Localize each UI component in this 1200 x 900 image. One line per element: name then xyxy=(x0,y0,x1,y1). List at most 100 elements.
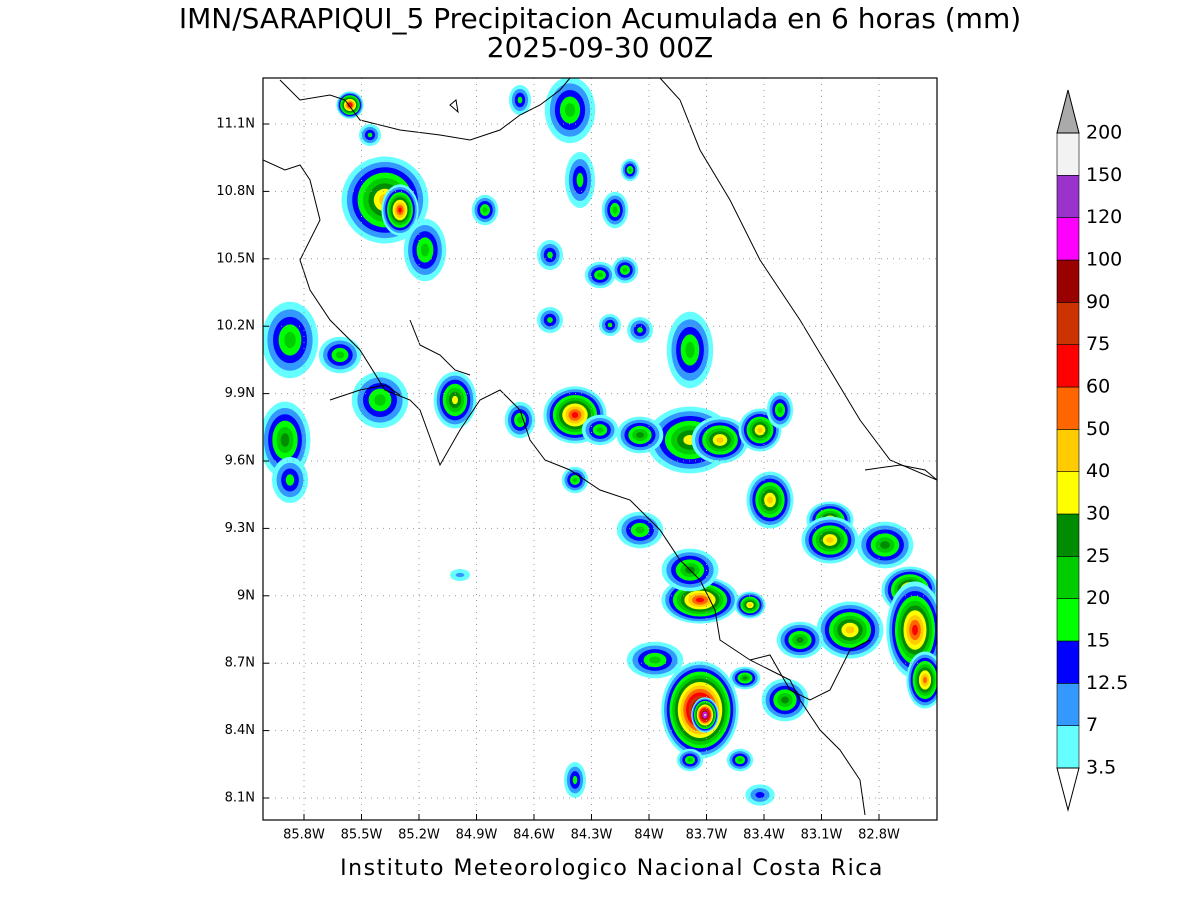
precip-cell xyxy=(912,624,918,636)
precip-cell xyxy=(777,406,783,414)
precip-cell xyxy=(649,656,661,664)
colorbar-bin xyxy=(1056,386,1080,430)
colorbar-label: 20 xyxy=(1086,587,1110,609)
precip-cell xyxy=(687,758,693,762)
lon-label: 84.9W xyxy=(456,828,498,843)
lon-label: 83.4W xyxy=(743,828,785,843)
colorbar-bin xyxy=(1056,132,1080,176)
colorbar-below xyxy=(1056,767,1080,812)
precip-cell xyxy=(517,416,523,424)
coastlines xyxy=(263,78,937,816)
precip-cell xyxy=(420,243,430,257)
lat-label: 8.1N xyxy=(225,791,255,806)
precip-cell xyxy=(695,597,705,603)
precip-cell xyxy=(280,433,290,447)
precip-cell xyxy=(597,272,603,278)
colorbar-bin xyxy=(1056,175,1080,218)
precip-cell xyxy=(285,474,295,486)
precip-cell xyxy=(635,526,645,534)
colorbar-bin xyxy=(1056,344,1080,388)
precip-cell xyxy=(781,696,789,704)
precip-cell xyxy=(596,427,604,433)
lat-label: 10.5N xyxy=(216,251,255,266)
colorbar-label: 3.5 xyxy=(1086,757,1116,779)
precip-cell xyxy=(547,317,553,323)
precip-cell xyxy=(880,541,890,549)
precip-cell xyxy=(748,603,752,607)
colorbar-bin xyxy=(1056,513,1080,557)
map-frame xyxy=(262,77,938,821)
lat-label: 9.9N xyxy=(225,386,255,401)
colorbar-label: 90 xyxy=(1086,291,1110,313)
colorbar-label: 12.5 xyxy=(1086,672,1128,694)
lon-label: 84.6W xyxy=(513,828,555,843)
lat-label: 8.7N xyxy=(225,656,255,671)
precip-cell xyxy=(455,572,465,578)
precip-cell xyxy=(767,496,773,504)
precip-cell xyxy=(622,267,628,273)
precip-cell xyxy=(923,676,927,684)
lat-label: 10.8N xyxy=(216,184,255,199)
lon-label: 82.8W xyxy=(858,828,900,843)
precip-cell xyxy=(826,537,834,543)
colorbar-label: 200 xyxy=(1086,122,1122,144)
precip-cell xyxy=(755,792,765,798)
colorbar-bin xyxy=(1056,429,1080,472)
colorbar-label: 25 xyxy=(1086,545,1110,567)
precip-cell xyxy=(637,327,643,333)
colorbar-label: 30 xyxy=(1086,503,1110,525)
precip-cell xyxy=(571,412,579,418)
lon-label: 83.7W xyxy=(686,828,728,843)
precip-cell xyxy=(737,758,743,762)
precip-cell xyxy=(547,251,553,259)
precip-cell xyxy=(284,331,296,349)
precip-cell xyxy=(636,432,644,438)
colorbar-bin xyxy=(1056,471,1080,515)
colorbar-label: 150 xyxy=(1086,164,1122,186)
precip-cell xyxy=(612,206,618,214)
lat-label: 11.1N xyxy=(216,117,255,132)
lat-label: 9.3N xyxy=(225,521,255,536)
title: IMN/SARAPIQUI_5 Precipitacion Acumulada … xyxy=(179,2,1021,35)
precip-cell xyxy=(757,427,763,433)
precip-cell xyxy=(716,437,724,443)
precip-cell xyxy=(564,103,576,117)
colorbar: 3.5 7 12.5 15 20 25 30 40 50 60 75 90 100 120 150 200 xyxy=(1056,89,1128,812)
lon-label: 83.1W xyxy=(801,828,843,843)
subtitle: 2025-09-30 00Z xyxy=(487,31,713,64)
colorbar-label: 50 xyxy=(1086,418,1110,440)
lon-label: 85.8W xyxy=(283,828,325,843)
precip-cell xyxy=(796,637,804,643)
colorbar-label: 60 xyxy=(1086,376,1110,398)
colorbar-bin xyxy=(1056,259,1080,303)
colorbar-bin xyxy=(1056,725,1080,769)
lat-label: 9.6N xyxy=(225,454,255,469)
precip-cell xyxy=(335,351,345,359)
precip-cell xyxy=(367,132,373,138)
colorbar-bin xyxy=(1056,302,1080,345)
precip-cell xyxy=(685,341,695,359)
precip-cell xyxy=(482,207,488,213)
lat-label: 10.2N xyxy=(216,319,255,334)
colorbar-label: 75 xyxy=(1086,333,1110,355)
precip-cell xyxy=(374,394,386,406)
precip-cell xyxy=(517,96,523,104)
precip-cell xyxy=(576,172,584,188)
graticule: 85.8W 85.5W 85.2W 84.9W 84.6W 84.3W 84W 83.7W 83… xyxy=(216,78,937,843)
precip-cell xyxy=(572,775,578,785)
colorbar-above xyxy=(1056,89,1080,134)
precip-cell xyxy=(398,207,402,213)
colorbar-bin xyxy=(1056,556,1080,599)
colorbar-label: 15 xyxy=(1086,630,1110,652)
colorbar-bin xyxy=(1056,640,1080,684)
colorbar-bin xyxy=(1056,598,1080,642)
precip-cell xyxy=(628,168,632,172)
precip-cell xyxy=(572,477,578,483)
lat-label: 8.4N xyxy=(225,723,255,738)
colorbar-bin xyxy=(1056,217,1080,261)
colorbar-label: 40 xyxy=(1086,460,1110,482)
lat-label: 9N xyxy=(237,588,255,603)
lon-label: 84.3W xyxy=(571,828,613,843)
lon-label: 85.5W xyxy=(341,828,383,843)
colorbar-label: 100 xyxy=(1086,249,1122,271)
